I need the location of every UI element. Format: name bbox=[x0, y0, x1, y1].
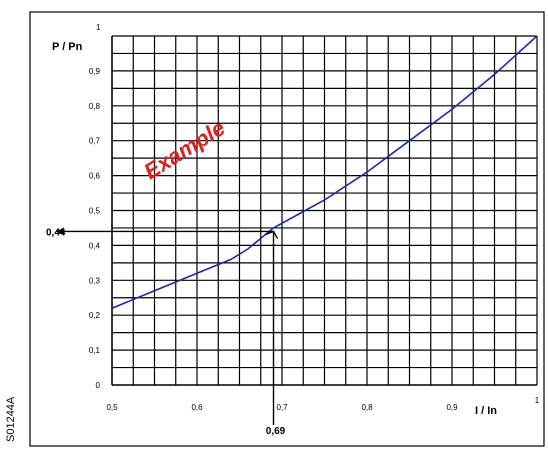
y-marker-label: 0,44 bbox=[46, 227, 66, 238]
x-tick-label: 0,9 bbox=[446, 403, 458, 412]
y-tick-label: 0,8 bbox=[89, 102, 101, 111]
y-tick-label: 0,4 bbox=[89, 241, 101, 250]
x-tick-label: 0,5 bbox=[106, 403, 118, 412]
chart-frame bbox=[29, 11, 545, 447]
y-axis-title: P / Pn bbox=[52, 41, 83, 53]
y-tick-label: 0,9 bbox=[89, 67, 101, 76]
x-tick-label: 0,7 bbox=[276, 403, 288, 412]
y-tick-label: 0,5 bbox=[89, 207, 101, 216]
y-tick-label: 0,2 bbox=[89, 311, 101, 320]
tick-labels: 0 0,1 0,2 0,3 0,4 0,5 0,6 0,7 0,8 0,9 1 0,5 0,6 0,7 0,… bbox=[89, 23, 540, 412]
x-tick-label: 0,6 bbox=[191, 403, 203, 412]
figure-code: S01244A bbox=[5, 396, 17, 442]
y-tick-label: 1 bbox=[96, 23, 101, 32]
grid bbox=[111, 35, 538, 386]
x-tick-label: 0,8 bbox=[361, 403, 373, 412]
x-axis-title: I / In bbox=[475, 405, 497, 417]
x-tick-label: 1 bbox=[535, 396, 540, 405]
y-tick-label: 0,6 bbox=[89, 172, 101, 181]
marker-hook bbox=[265, 230, 279, 239]
annotations: 0,44 0,69 bbox=[46, 227, 286, 437]
y-tick-label: 0,1 bbox=[89, 346, 101, 355]
y-tick-label: 0 bbox=[96, 381, 101, 390]
horizontal-arrowhead bbox=[56, 227, 64, 236]
y-tick-label: 0,3 bbox=[89, 276, 101, 285]
series-line bbox=[111, 35, 538, 309]
y-tick-label: 0,7 bbox=[89, 137, 101, 146]
x-marker-label: 0,69 bbox=[266, 426, 286, 437]
series bbox=[111, 35, 538, 309]
